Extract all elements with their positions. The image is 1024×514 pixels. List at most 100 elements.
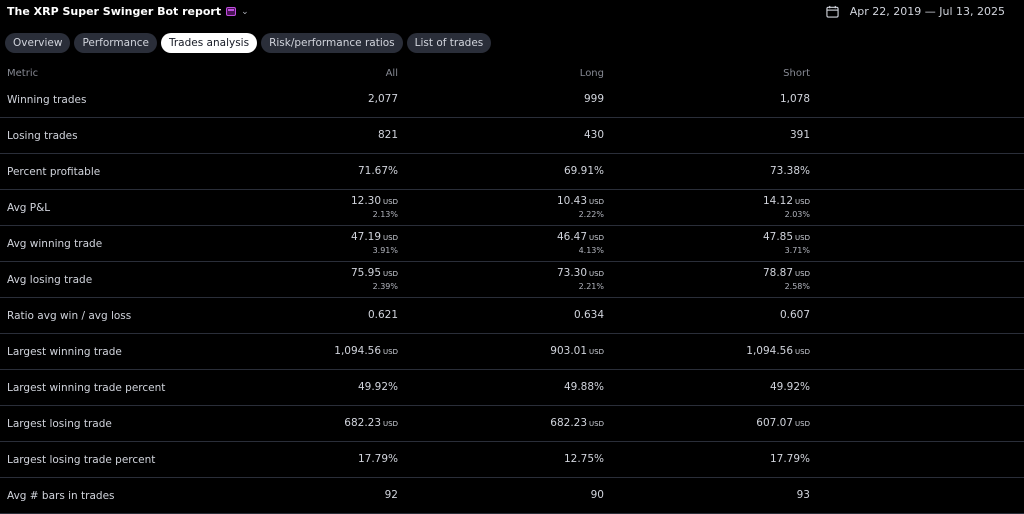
- cell-number: 71.67%: [357, 165, 398, 177]
- cell-all: 75.95 USD 2.39%: [351, 262, 398, 297]
- metric-label: Avg # bars in trades: [7, 489, 115, 502]
- cell-all: 71.67%: [358, 154, 398, 189]
- cell-number: 47.19: [350, 230, 382, 243]
- metric-label: Avg losing trade: [7, 273, 93, 286]
- cell-number: 1,078: [779, 93, 810, 105]
- cell-value: 12.30 USD: [351, 195, 398, 209]
- cell-percent: 3.91%: [372, 245, 398, 255]
- cell-percent: 3.71%: [784, 245, 810, 255]
- cell-percent: 4.13%: [578, 245, 604, 255]
- cell-value: 46.47 USD: [557, 231, 604, 245]
- cell-number: 682.23: [550, 416, 588, 429]
- cell-long: 49.88%: [564, 370, 604, 405]
- tab-overview[interactable]: Overview: [5, 33, 71, 53]
- cell-all: 17.79%: [358, 442, 398, 477]
- cell-number: 0.634: [573, 309, 604, 321]
- currency-label: USD: [795, 419, 810, 428]
- table-row: Losing trades 821 430 391: [0, 118, 1024, 154]
- cell-short: 78.87 USD 2.58%: [763, 262, 810, 297]
- cell-number: 49.92%: [357, 381, 398, 393]
- cell-value: 47.19 USD: [351, 231, 398, 245]
- cell-number: 682.23: [344, 416, 382, 429]
- table-row: Largest losing trade percent 17.79% 12.75%…: [0, 442, 1024, 478]
- cell-value: 1,094.56 USD: [334, 345, 398, 359]
- tab-list-of-trades[interactable]: List of trades: [406, 33, 492, 53]
- cell-value: 93: [797, 489, 810, 502]
- cell-long: 999: [584, 82, 604, 117]
- cell-short: 1,094.56 USD: [746, 334, 810, 369]
- column-header-long: Long: [579, 68, 604, 79]
- tab-performance[interactable]: Performance: [74, 33, 157, 53]
- cell-value: 49.92%: [358, 381, 398, 394]
- cell-short: 1,078: [780, 82, 810, 117]
- cell-number: 92: [384, 489, 398, 501]
- cell-value: 0.634: [574, 309, 604, 322]
- cell-percent: 2.22%: [578, 209, 604, 219]
- date-range-picker[interactable]: Apr 22, 2019 — Jul 13, 2025: [826, 5, 1005, 18]
- cell-number: 0.607: [779, 309, 810, 321]
- tab-risk-performance-ratios[interactable]: Risk/performance ratios: [261, 33, 403, 53]
- cell-value: 78.87 USD: [763, 267, 810, 281]
- cell-number: 49.88%: [563, 381, 604, 393]
- metric-label: Largest winning trade percent: [7, 381, 166, 394]
- cell-value: 12.75%: [564, 453, 604, 466]
- cell-all: 1,094.56 USD: [334, 334, 398, 369]
- currency-label: USD: [589, 347, 604, 356]
- table-row: Largest winning trade percent 49.92% 49.88…: [0, 370, 1024, 406]
- cell-number: 12.30: [350, 194, 382, 207]
- cell-all: 49.92%: [358, 370, 398, 405]
- cell-short: 14.12 USD 2.03%: [763, 190, 810, 225]
- metric-label: Largest losing trade: [7, 417, 112, 430]
- currency-label: USD: [383, 233, 398, 242]
- currency-label: USD: [383, 197, 398, 206]
- cell-value: 69.91%: [564, 165, 604, 178]
- cell-number: 47.85: [762, 230, 794, 243]
- cell-number: 17.79%: [357, 453, 398, 465]
- cell-percent: 2.03%: [784, 209, 810, 219]
- table-row: Percent profitable 71.67% 69.91% 73.38%: [0, 154, 1024, 190]
- currency-label: USD: [795, 347, 810, 356]
- cell-value: 607.07 USD: [756, 417, 810, 431]
- chevron-down-icon: ⌄: [241, 6, 249, 17]
- currency-label: USD: [795, 269, 810, 278]
- currency-label: USD: [383, 269, 398, 278]
- cell-long: 69.91%: [564, 154, 604, 189]
- cell-long: 73.30 USD 2.21%: [557, 262, 604, 297]
- cell-number: 69.91%: [563, 165, 604, 177]
- cell-percent: 2.39%: [372, 281, 398, 291]
- cell-all: 0.621: [368, 298, 398, 333]
- metric-label: Ratio avg win / avg loss: [7, 309, 132, 322]
- cell-short: 17.79%: [770, 442, 810, 477]
- metric-label: Losing trades: [7, 129, 78, 142]
- cell-value: 999: [584, 93, 604, 106]
- cell-value: 391: [790, 129, 810, 142]
- cell-number: 12.75%: [563, 453, 604, 465]
- table-row: Winning trades 2,077 999 1,078: [0, 82, 1024, 118]
- cell-value: 10.43 USD: [557, 195, 604, 209]
- cell-short: 73.38%: [770, 154, 810, 189]
- metric-label: Largest losing trade percent: [7, 453, 156, 466]
- cell-number: 78.87: [762, 266, 794, 279]
- cell-all: 821: [378, 118, 398, 153]
- metric-label: Percent profitable: [7, 165, 101, 178]
- currency-label: USD: [795, 197, 810, 206]
- metric-label: Avg P&L: [7, 201, 51, 214]
- currency-label: USD: [383, 347, 398, 356]
- currency-label: USD: [589, 233, 604, 242]
- currency-label: USD: [795, 233, 810, 242]
- cell-number: 2,077: [367, 93, 398, 105]
- cell-number: 391: [789, 129, 810, 141]
- column-header-short: Short: [783, 68, 810, 79]
- cell-number: 1,094.56: [334, 344, 382, 357]
- cell-value: 17.79%: [358, 453, 398, 466]
- tab-trades-analysis[interactable]: Trades analysis: [160, 33, 258, 53]
- cell-value: 90: [591, 489, 604, 502]
- report-title-button[interactable]: The XRP Super Swinger Bot report ⌄: [7, 5, 249, 18]
- cell-value: 682.23 USD: [344, 417, 398, 431]
- cell-value: 73.38%: [770, 165, 810, 178]
- cell-long: 903.01 USD: [550, 334, 604, 369]
- cell-value: 75.95 USD: [351, 267, 398, 281]
- cell-value: 903.01 USD: [550, 345, 604, 359]
- cell-all: 2,077: [368, 82, 398, 117]
- table-row: Avg P&L 12.30 USD 2.13% 10.43 USD 2.22% 14.12 US…: [0, 190, 1024, 226]
